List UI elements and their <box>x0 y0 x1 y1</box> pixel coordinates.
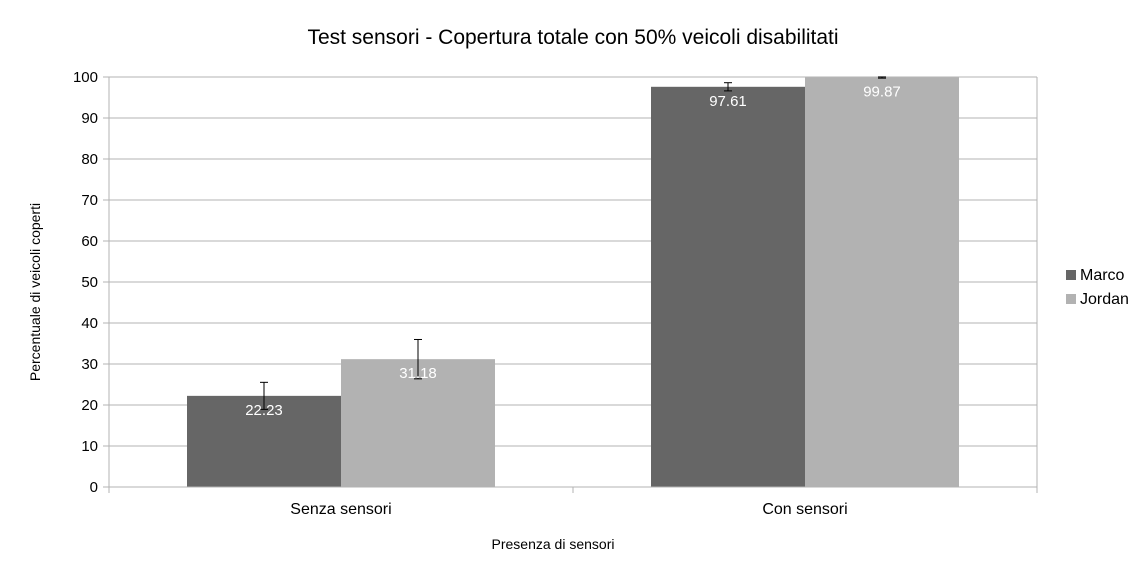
y-tick-label: 40 <box>81 315 98 332</box>
y-tick-label: 90 <box>81 110 98 127</box>
data-labels-group: 22.23 31.18 97.61 99.87 <box>245 84 901 419</box>
error-bars-group <box>260 76 886 410</box>
y-tick-label: 10 <box>81 438 98 455</box>
legend-swatch <box>1066 294 1076 304</box>
x-tick-label: Con sensori <box>762 501 847 518</box>
y-tick-label: 80 <box>81 151 98 168</box>
y-tick-label: 0 <box>90 479 98 496</box>
bar <box>187 395 341 487</box>
x-tick-label: Senza sensori <box>290 501 391 518</box>
y-tick-label: 100 <box>73 69 98 86</box>
y-tick-label: 30 <box>81 356 98 373</box>
legend: Marco Jordan <box>1066 267 1129 308</box>
axes-group: 0 10 20 30 40 50 60 70 80 90 100 Senza sensori Con s… <box>73 69 1038 518</box>
y-axis-title: Percentuale di veicoli coperti <box>27 203 43 381</box>
y-tick-label: 70 <box>81 192 98 209</box>
data-label: 97.61 <box>709 93 747 110</box>
data-label: 31.18 <box>399 365 437 382</box>
bar <box>805 77 959 488</box>
x-axis-title: Presenza di sensori <box>492 536 615 552</box>
y-tick-label: 20 <box>81 397 98 414</box>
bar <box>341 359 495 487</box>
legend-label: Jordan <box>1080 291 1129 308</box>
data-label: 22.23 <box>245 402 283 419</box>
data-label: 99.87 <box>863 84 901 101</box>
chart-title: Test sensori - Copertura totale con 50% … <box>307 26 838 49</box>
y-tick-label: 60 <box>81 233 98 250</box>
legend-label: Marco <box>1080 267 1125 284</box>
bars-group <box>187 77 959 488</box>
legend-swatch <box>1066 270 1076 280</box>
bar <box>651 86 805 487</box>
y-tick-label: 50 <box>81 274 98 291</box>
